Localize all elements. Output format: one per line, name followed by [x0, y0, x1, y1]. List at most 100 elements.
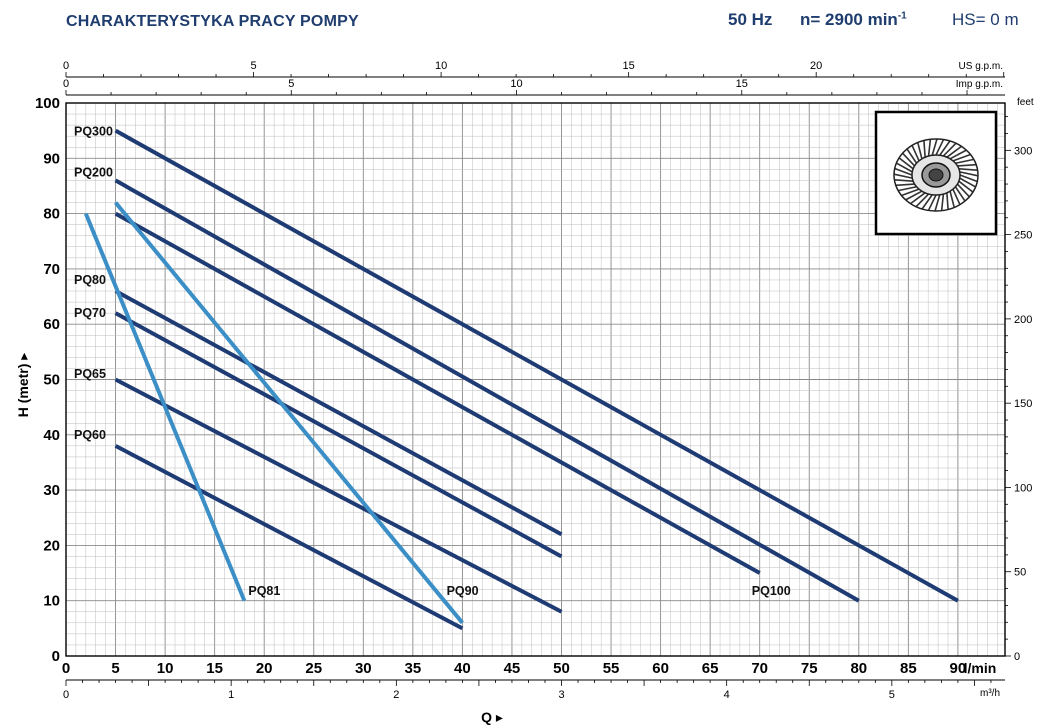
impeller-vane: [931, 138, 938, 156]
impeller-vane: [901, 188, 920, 197]
y-axis-title: H (metr) ▸: [15, 353, 31, 418]
impeller-vane: [897, 185, 917, 192]
x-tick-label: 50: [553, 660, 570, 677]
impeller-shaft: [928, 168, 944, 182]
pump-impeller-icon: [874, 110, 998, 236]
impeller-vane: [917, 142, 923, 160]
impeller-vane: [956, 183, 970, 198]
x-tick-label: 5: [111, 660, 119, 677]
impeller-vane: [940, 193, 945, 211]
series-line-pq100: [114, 211, 761, 575]
series-line-pq60: [114, 444, 464, 631]
impeller-vane: [935, 139, 945, 156]
x-tick-label: 10: [157, 660, 174, 677]
series-label-pq65: PQ65: [74, 367, 106, 381]
m3h-tick-label: 1: [228, 689, 234, 701]
series-line-pq70: [114, 311, 563, 559]
imp-gpm-tick-label: 10: [510, 78, 522, 90]
imp-gpm-tick-label: 15: [736, 78, 748, 90]
series-label-pq70: PQ70: [74, 306, 106, 320]
feet-tick-label: 100: [1014, 482, 1032, 494]
x-tick-label: 75: [801, 660, 818, 677]
series-label-pq90: PQ90: [447, 584, 479, 598]
us-gpm-tick-label: 0: [63, 60, 69, 72]
impeller-vane: [905, 190, 923, 201]
y-tick-label: 100: [35, 95, 60, 112]
m3h-tick-label: 2: [393, 689, 399, 701]
impeller-vane: [915, 193, 930, 208]
x-tick-label: 65: [702, 660, 719, 677]
series-line-pq65: [114, 377, 563, 614]
impeller-vane: [921, 194, 933, 210]
x-tick-label: 60: [652, 660, 669, 677]
feet-tick-label: 200: [1014, 314, 1032, 326]
hs-label: HS= 0 m: [952, 10, 1019, 29]
impeller-vane: [949, 149, 967, 160]
y-tick-label: 20: [43, 537, 60, 554]
series-line-pq200: [114, 178, 860, 603]
impeller-vane: [894, 179, 914, 182]
impeller-vane: [911, 145, 920, 162]
impeller-vane: [927, 139, 932, 157]
series-label-pq80: PQ80: [74, 273, 106, 287]
series-label-pq60: PQ60: [74, 428, 106, 442]
impeller-vane: [894, 167, 913, 176]
y-tick-label: 60: [43, 316, 60, 333]
series-label-pq200: PQ200: [74, 165, 113, 179]
feet-tick-label: 150: [1014, 398, 1032, 410]
y-tick-label: 70: [43, 261, 60, 278]
m3h-axis-label: m³/h: [980, 688, 1000, 699]
impeller-vane: [910, 192, 926, 205]
x-tick-label: 0: [62, 660, 70, 677]
y-tick-label: 30: [43, 482, 60, 499]
feet-tick-label: 0: [1014, 651, 1020, 663]
imp-gpm-axis-label: Imp g.p.m.: [956, 79, 1003, 90]
impeller-vane: [946, 145, 962, 158]
x-tick-label: 80: [850, 660, 867, 677]
impeller-vane: [958, 168, 978, 171]
m3h-tick-label: 5: [889, 689, 895, 701]
impeller-vane: [895, 162, 913, 173]
y-tick-label: 50: [43, 372, 60, 389]
impeller-vane: [898, 157, 914, 170]
x-tick-label: 25: [305, 660, 322, 677]
imp-gpm-tick-label: 0: [63, 78, 69, 90]
impeller-vane: [954, 186, 966, 202]
us-gpm-tick-label: 15: [623, 60, 635, 72]
series-label-pq81: PQ81: [248, 584, 280, 598]
feet-tick-label: 250: [1014, 230, 1032, 242]
series-line-pq90: [114, 201, 464, 625]
y-tick-label: 40: [43, 427, 60, 444]
impeller-vane: [902, 152, 916, 167]
m3h-tick-label: 4: [724, 689, 730, 701]
x-tick-label: 45: [504, 660, 521, 677]
impeller-vane: [906, 148, 918, 164]
impeller-vane: [923, 140, 926, 158]
impeller-vane: [893, 173, 913, 179]
series-label-pq100: PQ100: [752, 584, 791, 598]
impeller-vane: [958, 180, 974, 193]
y-tick-label: 90: [43, 150, 60, 167]
impeller-vane: [959, 171, 979, 177]
grid: [65, 102, 1005, 657]
x-tick-label: 85: [900, 660, 917, 677]
feet-axis-label: feet: [1017, 97, 1034, 108]
impeller-outer-ring: [893, 138, 979, 212]
plot-border: [65, 102, 1006, 657]
us-gpm-axis-label: US g.p.m.: [959, 61, 1003, 72]
us-gpm-tick-label: 5: [250, 60, 256, 72]
x-axis-title: Q ▸: [481, 709, 503, 725]
y-tick-label: 80: [43, 206, 60, 223]
imp-gpm-tick-label: 5: [288, 78, 294, 90]
speed-exponent: -1: [897, 10, 907, 22]
impeller-vane: [957, 163, 977, 167]
x-tick-label: 35: [405, 660, 422, 677]
chart-title: CHARAKTERYSTYKA PRACY POMPY: [66, 13, 359, 30]
y-tick-label: 0: [52, 648, 60, 665]
x-tick-label: 55: [603, 660, 620, 677]
x-tick-label: 30: [355, 660, 372, 677]
impeller-vane: [934, 194, 941, 212]
us-gpm-tick-label: 10: [435, 60, 447, 72]
speed-label: n= 2900 min-1: [800, 10, 907, 30]
y-tick-label: 10: [43, 593, 60, 610]
